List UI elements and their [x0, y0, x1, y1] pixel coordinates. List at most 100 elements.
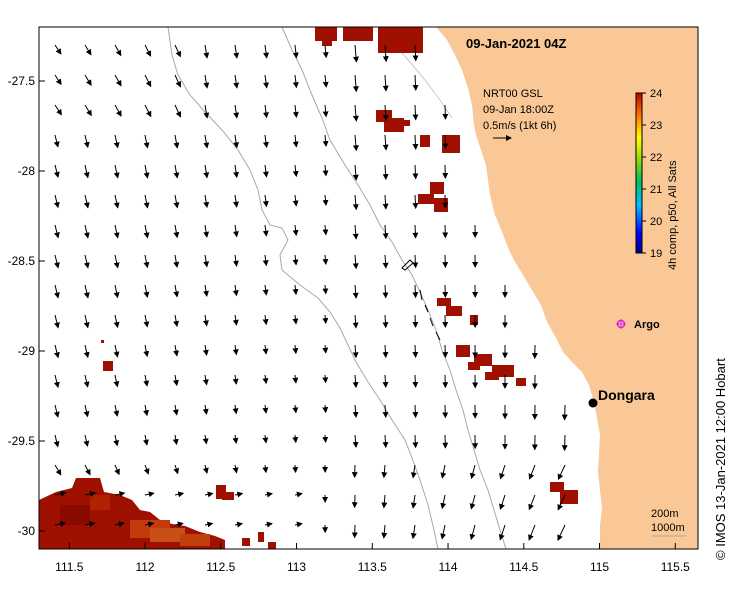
current-arrow — [203, 194, 210, 209]
current-arrow — [262, 284, 269, 296]
current-arrow — [113, 314, 120, 329]
current-arrow — [143, 134, 150, 149]
current-arrow — [442, 134, 449, 150]
current-arrow — [440, 464, 447, 479]
current-arrow — [83, 194, 90, 209]
current-arrow — [440, 524, 447, 540]
current-arrow — [262, 404, 269, 414]
current-arrow — [352, 194, 359, 211]
current-arrow — [53, 404, 60, 418]
current-arrow — [412, 404, 419, 419]
map-border — [38, 26, 699, 550]
y-tick-label: -29.5 — [8, 434, 36, 448]
current-arrow — [232, 404, 239, 415]
credit-line: © IMOS 13-Jan-2021 12:00 Hobart — [713, 300, 733, 560]
current-arrow — [382, 74, 389, 92]
current-arrow — [83, 284, 90, 299]
current-arrow — [322, 74, 329, 88]
current-arrow — [322, 374, 329, 384]
current-arrow — [233, 104, 240, 119]
current-arrow — [292, 404, 299, 414]
current-arrow — [322, 134, 329, 147]
legend-source: NRT00 GSL — [483, 88, 543, 100]
current-arrow — [203, 254, 210, 268]
isobath-1000m-line — [167, 27, 439, 549]
current-arrow — [322, 404, 329, 414]
current-arrow — [499, 494, 506, 511]
current-arrow — [143, 374, 150, 387]
current-arrow — [322, 164, 329, 177]
current-arrow — [143, 434, 149, 446]
x-tick-label: 111.5 — [55, 560, 84, 574]
current-arrow — [113, 374, 120, 388]
current-arrow — [84, 104, 92, 117]
current-arrow — [173, 314, 180, 328]
current-arrow — [322, 104, 329, 118]
current-arrows — [53, 44, 568, 542]
current-arrow — [382, 254, 389, 269]
map-title: 09-Jan-2021 04Z — [466, 36, 567, 51]
current-arrow — [322, 314, 329, 325]
current-arrow — [114, 491, 126, 498]
current-arrow — [113, 164, 120, 179]
current-arrow — [54, 104, 62, 116]
current-arrow — [204, 521, 214, 528]
current-arrow — [203, 74, 210, 89]
current-arrow — [264, 521, 273, 528]
current-arrow — [232, 254, 239, 267]
copyright-icon: © — [713, 550, 728, 560]
current-arrow — [172, 374, 179, 387]
current-arrow — [174, 44, 181, 58]
current-arrow — [204, 491, 214, 498]
current-arrow — [412, 344, 419, 358]
isobath-label-200m: 200m — [651, 508, 679, 520]
current-arrow — [202, 434, 209, 445]
current-arrow — [410, 494, 417, 509]
current-arrow — [412, 374, 419, 388]
current-arrow — [83, 404, 90, 418]
current-arrow — [382, 374, 389, 388]
current-arrow — [352, 104, 359, 122]
current-arrow — [173, 254, 180, 268]
current-arrow — [143, 194, 150, 209]
current-arrow — [292, 374, 299, 384]
current-arrow — [322, 344, 329, 354]
y-tick-label: -29 — [18, 344, 36, 358]
colorbar-ticks: 24 23 22 21 20 19 — [642, 88, 662, 260]
current-arrow — [262, 254, 269, 267]
current-arrow — [113, 284, 120, 299]
current-arrow — [53, 314, 60, 329]
current-arrow — [174, 74, 182, 88]
current-arrow — [53, 134, 60, 148]
current-arrow — [381, 494, 388, 509]
current-arrow — [83, 434, 90, 447]
current-arrow — [143, 404, 149, 417]
x-axis: 111.5 112 112.5 113 113.5 114 114.5 115 115.5 — [55, 543, 690, 574]
colorbar-tick-label: 20 — [650, 216, 662, 228]
current-arrow — [232, 374, 239, 385]
current-arrow — [202, 344, 209, 356]
current-arrow — [233, 44, 240, 59]
current-arrow — [381, 524, 388, 539]
current-arrow — [233, 74, 240, 89]
current-arrow — [382, 164, 389, 181]
current-arrow — [203, 44, 210, 59]
current-arrow — [557, 494, 566, 511]
current-arrow — [54, 464, 62, 476]
current-arrow — [83, 134, 90, 149]
current-arrow — [174, 491, 185, 498]
current-arrow — [203, 164, 210, 179]
current-arrow — [83, 344, 90, 359]
current-arrow — [83, 374, 90, 388]
current-arrow — [292, 284, 299, 296]
dongara-label: Dongara — [598, 387, 655, 403]
current-arrow — [292, 74, 299, 89]
current-arrow — [412, 194, 419, 210]
current-arrow — [262, 164, 269, 178]
current-arrow — [233, 194, 239, 208]
current-arrow — [84, 521, 96, 528]
current-arrow — [113, 254, 120, 269]
current-arrow — [203, 134, 210, 149]
credit-text: IMOS 13-Jan-2021 12:00 Hobart — [713, 358, 728, 547]
current-arrow — [382, 284, 389, 299]
